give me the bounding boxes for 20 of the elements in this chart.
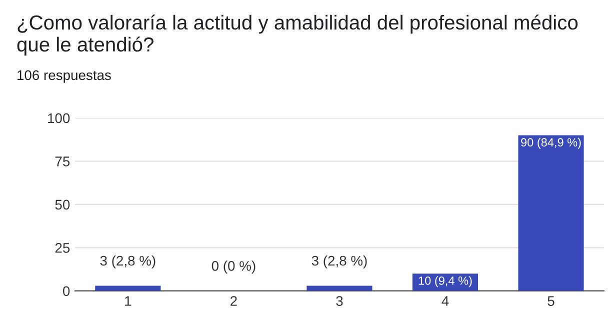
chart-title: ¿Como valoraría la actitud y amabilidad del profesional médico que le atendió? bbox=[17, 14, 578, 56]
x-tick-label: 5 bbox=[548, 296, 554, 306]
x-tick-label: 1 bbox=[125, 296, 132, 306]
y-tick-label: 0 bbox=[62, 286, 70, 296]
x-tick-label: 3 bbox=[336, 296, 343, 306]
y-tick-label: 25 bbox=[55, 242, 70, 253]
y-tick-label: 50 bbox=[55, 200, 70, 210]
y-tick-label: 75 bbox=[55, 156, 70, 166]
bar bbox=[95, 286, 161, 291]
data-label: 0 (0 %) bbox=[212, 260, 256, 274]
bar bbox=[306, 286, 372, 291]
data-label: 3 (2,8 %) bbox=[100, 255, 156, 268]
data-label: 90 (84,9 %) bbox=[521, 138, 581, 149]
y-tick-label: 100 bbox=[48, 113, 70, 124]
data-label: 10 (9,4 %) bbox=[418, 276, 472, 288]
bar bbox=[518, 135, 584, 291]
data-label: 3 (2,8 %) bbox=[312, 255, 367, 268]
x-tick-label: 4 bbox=[442, 296, 449, 306]
chart-subtitle: 106 respuestas bbox=[18, 70, 111, 83]
x-tick-label: 2 bbox=[230, 296, 237, 306]
